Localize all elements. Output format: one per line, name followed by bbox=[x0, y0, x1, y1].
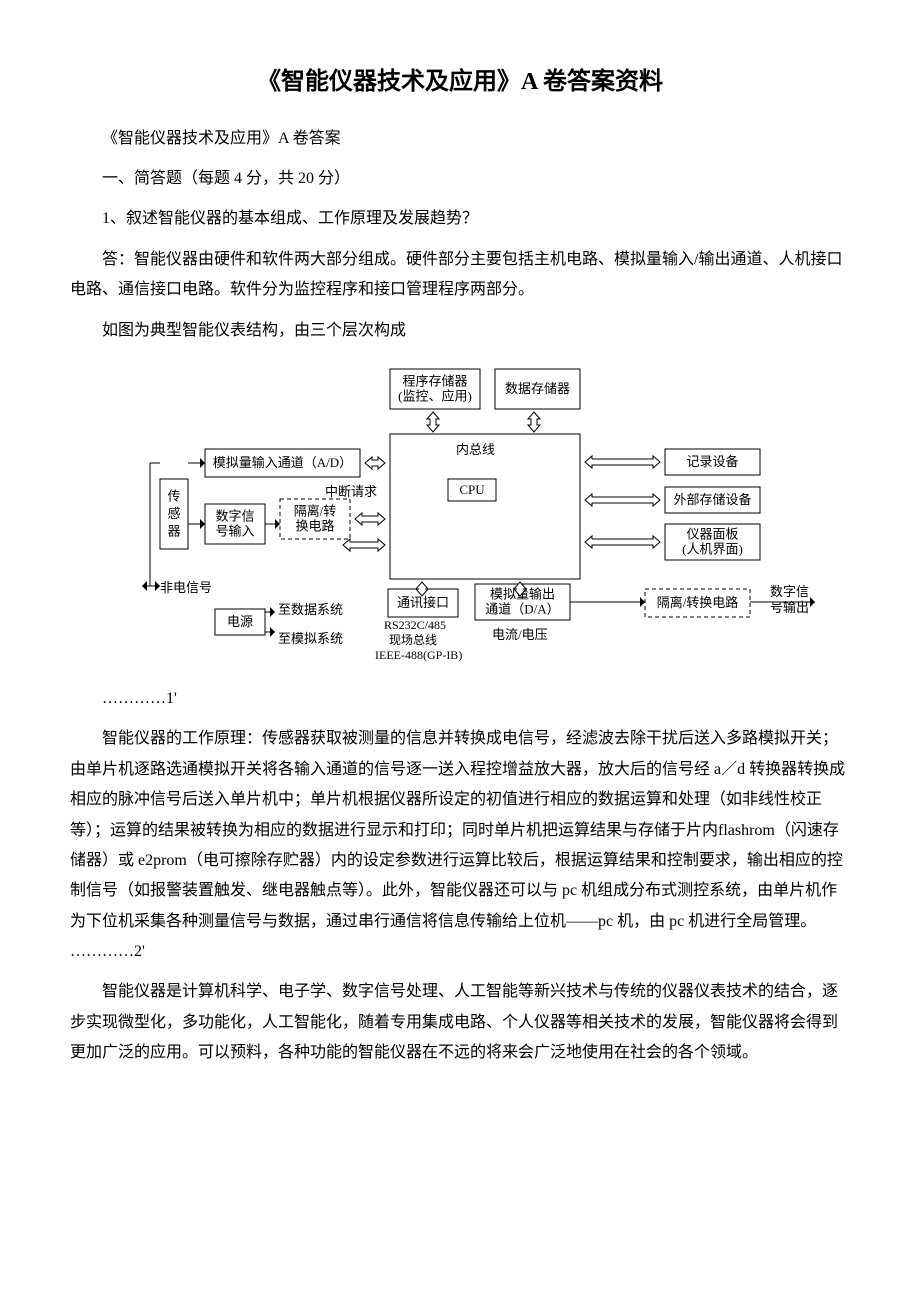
diagram-svg: 程序存储器(监控、应用)数据存储器模拟量输入通道（A/D）CPU传感器数字信号输… bbox=[100, 364, 820, 674]
svg-text:非电信号: 非电信号 bbox=[160, 580, 212, 595]
answer-intro: 答：智能仪器由硬件和软件两大部分组成。硬件部分主要包括主机电路、模拟量输入/输出… bbox=[70, 245, 850, 306]
svg-text:数字信: 数字信 bbox=[770, 584, 809, 599]
question-1: 1、叙述智能仪器的基本组成、工作原理及发展趋势？ bbox=[70, 204, 850, 234]
svg-text:传: 传 bbox=[167, 488, 180, 503]
svg-text:内总线: 内总线 bbox=[456, 442, 495, 457]
svg-text:仪器面板: 仪器面板 bbox=[686, 526, 738, 541]
svg-text:IEEE-488(GP-IB): IEEE-488(GP-IB) bbox=[375, 648, 462, 662]
svg-text:(监控、应用): (监控、应用) bbox=[398, 388, 472, 403]
svg-text:器: 器 bbox=[167, 523, 180, 538]
svg-text:模拟量输入通道（A/D）: 模拟量输入通道（A/D） bbox=[213, 455, 352, 470]
svg-text:外部存储设备: 外部存储设备 bbox=[673, 492, 751, 507]
svg-text:隔离/转: 隔离/转 bbox=[294, 503, 337, 518]
svg-text:数字信: 数字信 bbox=[215, 508, 254, 523]
svg-text:数据存储器: 数据存储器 bbox=[505, 381, 570, 396]
svg-text:中断请求: 中断请求 bbox=[325, 484, 377, 499]
svg-text:号输入: 号输入 bbox=[215, 523, 254, 538]
block-diagram: 程序存储器(监控、应用)数据存储器模拟量输入通道（A/D）CPU传感器数字信号输… bbox=[100, 364, 820, 674]
page-title: 《智能仪器技术及应用》A 卷答案资料 bbox=[70, 60, 850, 106]
subtitle: 《智能仪器技术及应用》A 卷答案 bbox=[70, 124, 850, 154]
svg-text:通讯接口: 通讯接口 bbox=[397, 595, 449, 610]
trend-paragraph: 智能仪器是计算机科学、电子学、数字信号处理、人工智能等新兴技术与传统的仪器仪表技… bbox=[70, 977, 850, 1068]
score-mark-1: …………1' bbox=[70, 684, 850, 714]
svg-text:程序存储器: 程序存储器 bbox=[402, 373, 467, 388]
working-principle: 智能仪器的工作原理：传感器获取被测量的信息并转换成电信号，经滤波去除干扰后送入多… bbox=[70, 724, 850, 967]
svg-text:记录设备: 记录设备 bbox=[686, 454, 738, 469]
figure-caption: 如图为典型智能仪表结构，由三个层次构成 bbox=[70, 316, 850, 346]
svg-text:电流/电压: 电流/电压 bbox=[492, 627, 548, 642]
svg-text:CPU: CPU bbox=[459, 482, 485, 497]
svg-text:换电路: 换电路 bbox=[295, 518, 334, 533]
svg-text:隔离/转换电路: 隔离/转换电路 bbox=[657, 595, 739, 610]
svg-text:RS232C/485: RS232C/485 bbox=[384, 618, 446, 632]
svg-text:至数据系统: 至数据系统 bbox=[278, 602, 343, 617]
section-heading: 一、简答题（每题 4 分，共 20 分） bbox=[70, 164, 850, 194]
svg-text:(人机界面): (人机界面) bbox=[682, 541, 743, 556]
svg-text:现场总线: 现场总线 bbox=[389, 633, 437, 647]
svg-text:通道（D/A）: 通道（D/A） bbox=[485, 601, 559, 616]
svg-text:至模拟系统: 至模拟系统 bbox=[278, 631, 343, 646]
svg-text:感: 感 bbox=[167, 506, 180, 521]
svg-text:电源: 电源 bbox=[227, 614, 253, 629]
